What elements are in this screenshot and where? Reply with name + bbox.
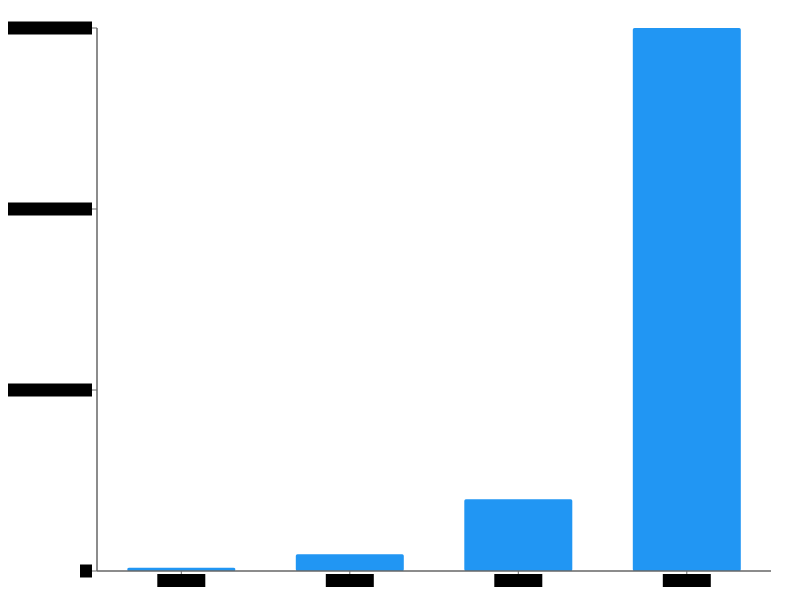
y-tick-label-2 <box>8 202 92 216</box>
y-tick-label-0 <box>80 564 92 578</box>
bar-0 <box>127 567 236 571</box>
axes-layer <box>92 27 771 575</box>
x-tick-label-2 <box>494 574 543 587</box>
x-tick-label-3 <box>662 574 711 587</box>
labels-layer <box>8 21 711 587</box>
bar-1 <box>295 554 404 571</box>
x-tick-label-0 <box>157 574 206 587</box>
x-tick-label-1 <box>325 574 374 587</box>
bars-layer <box>127 28 741 571</box>
bar-3 <box>632 28 741 571</box>
y-tick-label-3 <box>8 21 92 35</box>
y-tick-label-1 <box>8 383 92 397</box>
bar-2 <box>464 499 573 571</box>
